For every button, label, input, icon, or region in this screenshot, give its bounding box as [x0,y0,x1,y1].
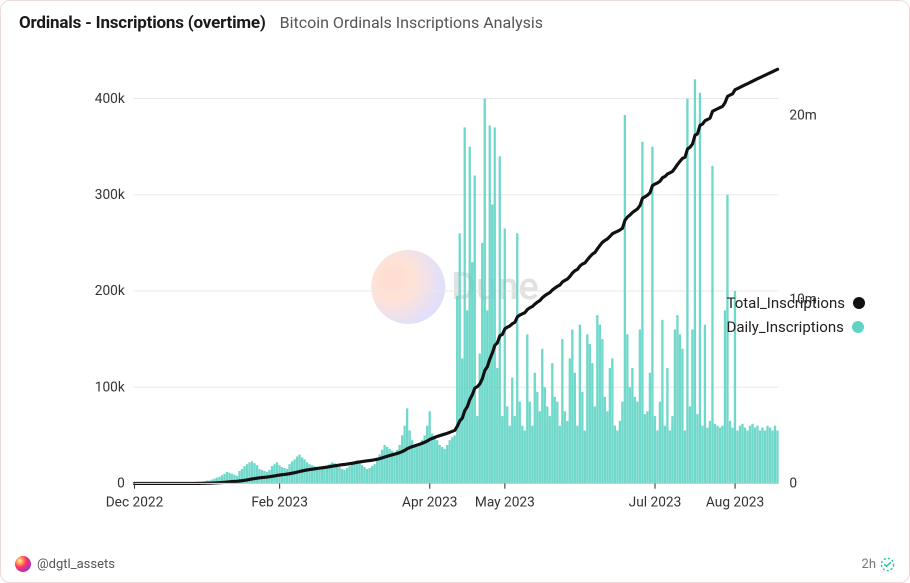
chart-legend: Total_Inscriptions Daily_Inscriptions [726,294,865,336]
legend-label-daily: Daily_Inscriptions [726,318,843,336]
svg-text:0: 0 [117,476,125,492]
svg-text:Aug 2023: Aug 2023 [706,495,764,511]
chart-card: Ordinals - Inscriptions (overtime) Bitco… [0,0,910,583]
svg-text:0: 0 [789,476,797,492]
refresh-age: 2h [862,557,876,572]
svg-text:400k: 400k [95,91,125,107]
chart-svg: 0100k200k300k400k010m20mDec 2022Feb 2023… [15,39,895,534]
author-link[interactable]: @dgtl_assets [15,556,115,572]
author-avatar-icon [15,556,31,572]
svg-text:300k: 300k [95,187,125,203]
svg-text:Jul 2023: Jul 2023 [629,495,682,511]
refresh-status[interactable]: 2h [862,557,895,572]
svg-text:20m: 20m [789,108,816,124]
legend-swatch-total [853,297,865,309]
svg-text:100k: 100k [95,379,125,395]
legend-swatch-daily [852,321,864,333]
card-footer: @dgtl_assets 2h [15,556,895,572]
svg-text:May 2023: May 2023 [475,495,535,511]
legend-item-daily[interactable]: Daily_Inscriptions [726,318,865,336]
chart-title: Ordinals - Inscriptions (overtime) [19,13,266,33]
legend-label-total: Total_Inscriptions [726,294,845,312]
svg-text:Apr 2023: Apr 2023 [402,495,457,511]
chart-area: Dune 0100k200k300k400k010m20mDec 2022Feb… [15,39,895,534]
svg-text:200k: 200k [95,283,125,299]
chart-subtitle: Bitcoin Ordinals Inscriptions Analysis [280,13,543,32]
author-handle: @dgtl_assets [37,557,115,572]
legend-item-total[interactable]: Total_Inscriptions [726,294,865,312]
check-circle-icon [880,557,895,572]
svg-text:Feb 2023: Feb 2023 [251,495,308,511]
svg-text:Dec 2022: Dec 2022 [106,495,164,511]
chart-header: Ordinals - Inscriptions (overtime) Bitco… [15,11,895,39]
